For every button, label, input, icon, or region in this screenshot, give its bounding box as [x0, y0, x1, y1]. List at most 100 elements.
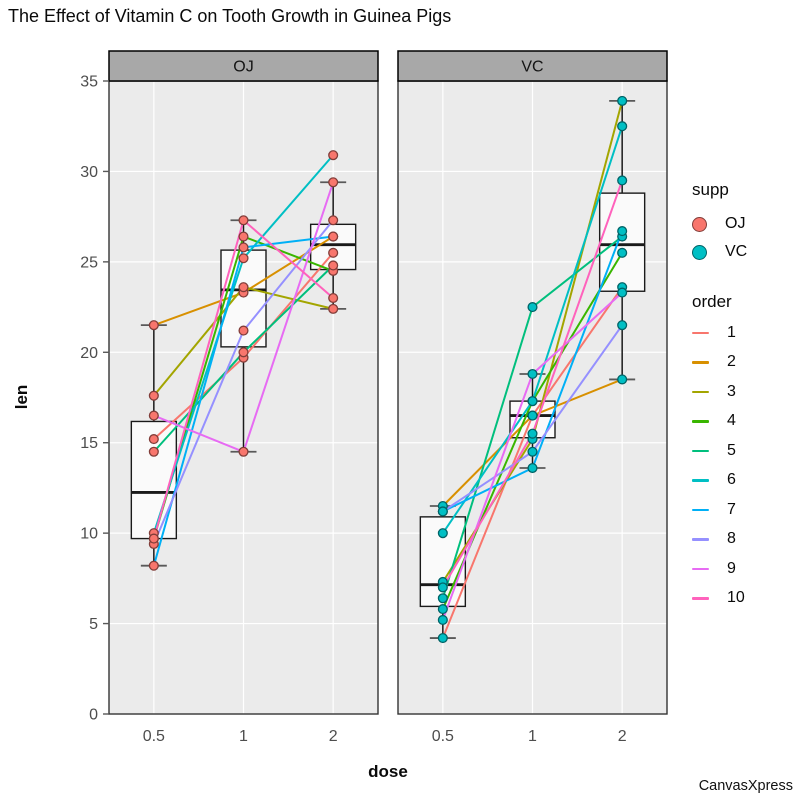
data-point-VC[interactable] [617, 374, 628, 385]
data-point-VC[interactable] [527, 302, 538, 313]
data-point-OJ[interactable] [148, 390, 159, 401]
data-point-VC[interactable] [617, 175, 628, 186]
data-point-OJ[interactable] [238, 215, 249, 226]
legend-item-order-5[interactable]: 5 [692, 436, 747, 466]
y-tick-label: 30 [80, 164, 98, 181]
data-point-OJ[interactable] [148, 446, 159, 457]
legend-swatch-line [692, 597, 709, 600]
y-axis-title: len [12, 384, 31, 410]
boxplot-VC-dose-2[interactable] [598, 192, 646, 292]
data-point-VC[interactable] [527, 428, 538, 439]
legend-label: OJ [725, 215, 746, 232]
legend-supp-rows: OJ VC [692, 210, 747, 266]
legend-order-rows: 1 2 3 4 5 6 7 8 9 10 [692, 318, 747, 613]
x-axis-title: dose [368, 762, 408, 781]
legend-supp-title: supp [692, 180, 729, 199]
data-point-OJ[interactable] [328, 231, 339, 242]
legend-label: 10 [727, 589, 745, 607]
legend-label: 9 [727, 559, 736, 577]
legend-item-order-1[interactable]: 1 [692, 318, 747, 348]
data-point-VC[interactable] [437, 582, 448, 593]
x-tick-label: 0.5 [143, 728, 165, 745]
legend-item-order-2[interactable]: 2 [692, 348, 747, 378]
legend-item-order-9[interactable]: 9 [692, 554, 747, 584]
legend-swatch-circle [692, 216, 707, 232]
x-tick-label: 1 [239, 728, 248, 745]
legend-item-order-7[interactable]: 7 [692, 495, 747, 525]
data-point-VC[interactable] [437, 604, 448, 615]
legend-order-title: order [692, 292, 732, 311]
legend-swatch-line [692, 331, 709, 334]
data-point-VC[interactable] [527, 446, 538, 457]
x-tick-label: 2 [329, 728, 338, 745]
data-point-OJ[interactable] [238, 231, 249, 242]
data-point-VC[interactable] [617, 320, 628, 331]
legend-item-supp-OJ[interactable]: OJ [692, 210, 747, 238]
data-point-OJ[interactable] [148, 434, 159, 445]
data-point-VC[interactable] [617, 247, 628, 258]
legend-label: 5 [727, 441, 736, 459]
y-tick-label: 10 [80, 526, 98, 543]
data-point-OJ[interactable] [328, 215, 339, 226]
x-tick-label: 1 [528, 728, 537, 745]
data-point-VC[interactable] [527, 396, 538, 407]
legend-item-supp-VC[interactable]: VC [692, 238, 747, 266]
data-point-VC[interactable] [617, 121, 628, 132]
data-point-OJ[interactable] [238, 325, 249, 336]
data-point-OJ[interactable] [238, 253, 249, 264]
data-point-VC[interactable] [617, 226, 628, 237]
data-point-VC[interactable] [527, 462, 538, 474]
data-point-VC[interactable] [617, 95, 628, 106]
data-point-OJ[interactable] [328, 177, 339, 188]
data-point-VC[interactable] [437, 614, 448, 626]
y-tick-label: 5 [89, 616, 98, 633]
data-point-VC[interactable] [527, 368, 538, 380]
data-point-OJ[interactable] [238, 282, 249, 293]
legend-label: 1 [727, 323, 736, 341]
data-point-VC[interactable] [437, 593, 448, 604]
data-point-OJ[interactable] [238, 347, 249, 358]
legend-swatch-line [692, 479, 709, 482]
data-point-VC[interactable] [527, 410, 538, 421]
data-point-VC[interactable] [617, 287, 628, 298]
legend-label: 7 [727, 500, 736, 518]
y-tick-label: 15 [80, 435, 98, 452]
data-point-VC[interactable] [437, 528, 448, 539]
x-tick-label: 2 [618, 728, 627, 745]
legend-label: 8 [727, 530, 736, 548]
canvasxpress-watermark: CanvasXpress [698, 778, 793, 794]
data-point-OJ[interactable] [328, 150, 339, 161]
legend-item-order-6[interactable]: 6 [692, 466, 747, 496]
legend-swatch-line [692, 390, 709, 393]
data-point-VC[interactable] [437, 632, 448, 644]
legend-item-order-10[interactable]: 10 [692, 584, 747, 614]
legend-item-order-4[interactable]: 4 [692, 407, 747, 437]
legend-item-order-8[interactable]: 8 [692, 525, 747, 555]
facet-strip-VC [397, 50, 668, 82]
facet-strip-label: VC [521, 59, 543, 76]
data-point-OJ[interactable] [328, 292, 339, 304]
legend-label: VC [725, 243, 748, 260]
y-tick-label: 20 [80, 345, 98, 362]
data-point-OJ[interactable] [148, 533, 159, 544]
data-point-OJ[interactable] [238, 242, 249, 253]
data-point-OJ[interactable] [328, 260, 339, 271]
y-tick-label: 25 [80, 254, 98, 271]
data-point-OJ[interactable] [148, 320, 159, 331]
data-point-VC[interactable] [437, 506, 448, 517]
data-point-OJ[interactable] [238, 446, 249, 457]
x-tick-label: 0.5 [432, 728, 454, 745]
legend: supp OJ VC order 1 2 3 4 5 6 7 8 9 10 [692, 180, 747, 613]
data-point-OJ[interactable] [148, 410, 159, 421]
facet-strip-OJ [108, 50, 379, 82]
legend-swatch-line [692, 361, 709, 364]
legend-item-order-3[interactable]: 3 [692, 377, 747, 407]
data-point-OJ[interactable] [328, 303, 339, 314]
legend-label: 2 [727, 353, 736, 371]
data-point-OJ[interactable] [148, 560, 159, 571]
chart-title: The Effect of Vitamin C on Tooth Growth … [8, 6, 452, 26]
legend-label: 3 [727, 382, 736, 400]
data-point-OJ[interactable] [328, 247, 339, 258]
